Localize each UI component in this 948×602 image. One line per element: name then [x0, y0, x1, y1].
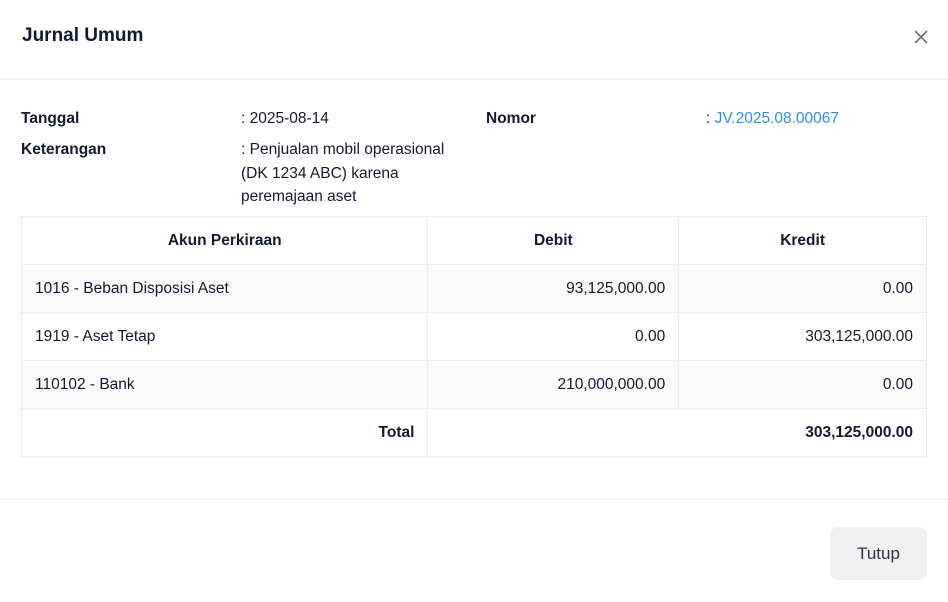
modal-footer-divider — [0, 499, 948, 500]
cell-debit: 210,000,000.00 — [427, 360, 680, 409]
modal-title: Jurnal Umum — [22, 25, 144, 46]
close-button[interactable]: Tutup — [830, 527, 927, 580]
nomor-label: Nomor — [486, 110, 536, 127]
tanggal-label: Tanggal — [21, 110, 80, 127]
cell-kredit: 303,125,000.00 — [678, 312, 927, 361]
cell-debit: 0.00 — [427, 312, 680, 361]
table-row: 110102 - Bank 210,000,000.00 0.00 — [20, 360, 927, 409]
table-row: 1016 - Beban Disposisi Aset 93,125,000.0… — [20, 264, 927, 313]
modal-header: Jurnal Umum — [0, 0, 948, 80]
cell-kredit: 0.00 — [678, 264, 927, 313]
close-icon[interactable] — [910, 26, 932, 48]
nomor-field: : JV.2025.08.00067 — [706, 107, 839, 131]
cell-akun: 110102 - Bank — [20, 360, 429, 409]
cell-kredit: 0.00 — [678, 360, 927, 409]
header-debit: Debit — [427, 216, 680, 265]
keterangan-label: Keterangan — [21, 141, 107, 158]
total-row: Total 303,125,000.00 — [20, 408, 927, 457]
header-kredit: Kredit — [678, 216, 927, 265]
nomor-link[interactable]: JV.2025.08.00067 — [714, 110, 840, 127]
tanggal-value: : 2025-08-14 — [241, 110, 329, 127]
table-row: 1919 - Aset Tetap 0.00 303,125,000.00 — [20, 312, 927, 361]
cell-debit: 93,125,000.00 — [427, 264, 680, 313]
header-akun: Akun Perkiraan — [20, 216, 429, 265]
total-label: Total — [20, 408, 429, 457]
nomor-separator: : — [706, 110, 715, 127]
journal-table: Akun Perkiraan Debit Kredit 1016 - Beban… — [20, 216, 927, 457]
cell-akun: 1919 - Aset Tetap — [20, 312, 429, 361]
table-header-row: Akun Perkiraan Debit Kredit — [20, 216, 927, 265]
total-value: 303,125,000.00 — [427, 408, 927, 457]
keterangan-value: : Penjualan mobil operasional (DK 1234 A… — [241, 141, 445, 205]
cell-akun: 1016 - Beban Disposisi Aset — [20, 264, 429, 313]
